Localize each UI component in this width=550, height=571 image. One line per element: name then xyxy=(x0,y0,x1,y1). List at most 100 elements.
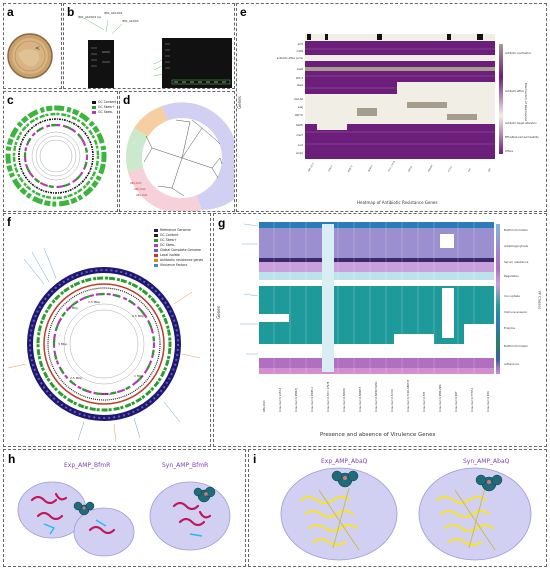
panel-b-label: b xyxy=(67,5,75,19)
svg-text:KPC-3: KPC-3 xyxy=(296,77,304,80)
heatmap-g-columns: ABK-1013 A.baumannii 1656-2 A.baumannii … xyxy=(259,376,494,416)
phylogenetic-tree: ABK-1013 ABK-1012 ABK-1011 xyxy=(125,102,234,211)
panel-h-label: h xyxy=(8,452,16,466)
legend-gc-skew-neg: GC Skew- xyxy=(92,110,113,114)
vf-class-3: Regulation xyxy=(504,274,519,278)
legend-f-7: Virulence Factors xyxy=(154,263,187,267)
column-label: A.baumannii ZW85-1 xyxy=(311,386,314,412)
exp-abaq-title: Exp_AMP_AbaQ xyxy=(321,458,368,465)
panel-i-label: i xyxy=(253,452,257,466)
virulence-heatmap xyxy=(240,222,500,374)
panel-e: e Genes acrB mdtN antibiotic efflux pump a… xyxy=(236,3,547,212)
panel-f: f Reference Genome GC Content GC Skew+ G… xyxy=(3,213,211,447)
column-label: A.baumannii 1656-2 xyxy=(279,387,282,412)
svg-text:MDR-TJ: MDR-TJ xyxy=(348,165,353,172)
column-label: A.baumannii AB030 xyxy=(343,388,346,412)
svg-text:adeR: adeR xyxy=(297,68,303,71)
legend-f-1: GC Content xyxy=(154,233,178,237)
circular-genome-map-c xyxy=(5,105,107,207)
resistance-heatmap: acrB mdtN antibiotic efflux pump adeR KPC-3… xyxy=(277,34,503,173)
svg-text:acrB: acrB xyxy=(298,43,304,46)
svg-text:ZW85-1: ZW85-1 xyxy=(368,164,374,172)
panel-f-label: f xyxy=(7,215,11,229)
scale-label-1: 0.5 Mbp xyxy=(132,314,145,318)
legend-f-5: Local Isolate xyxy=(154,253,180,257)
column-label: A.baumannii AYE xyxy=(423,391,426,412)
circular-genome-map-f xyxy=(7,247,201,443)
svg-text:ATCC 17978: ATCC 17978 xyxy=(387,160,396,173)
scale-label-6: 3.5 Mbp xyxy=(88,300,101,304)
vf-class-4: Iron uptake xyxy=(504,294,520,298)
vf-class-1: Antiphagocytosis xyxy=(504,244,529,248)
svg-text:<: < xyxy=(35,45,40,52)
column-label: A.baumannii MDR-TJ xyxy=(295,387,298,412)
heatmap-e-category-0: Antibiotic inactivation xyxy=(505,52,532,55)
svg-text:mexT: mexT xyxy=(296,134,303,137)
svg-text:ANT(3): ANT(3) xyxy=(295,114,303,117)
molecular-structure-abaq xyxy=(280,467,532,561)
exp-bfmr-title: Exp_AMP_BfmR xyxy=(64,462,111,469)
heatmap-e-category-4: Others xyxy=(505,150,514,153)
gel-bands-right xyxy=(153,43,231,85)
scale-label-5: 3 Mbp xyxy=(58,342,68,346)
gel-bands-left: IMS_Ab0001 bp IMS_Ab1002 IMS_Ab003 xyxy=(78,11,139,67)
molecular-structure-bfmr xyxy=(17,481,231,557)
legend-f-0: Reference Genome xyxy=(154,228,191,232)
svg-text:mdtN: mdtN xyxy=(296,50,303,53)
heatmap-g-xlabel: Presence and absence of Virulence Genes xyxy=(320,432,436,438)
panel-d-label: d xyxy=(123,93,131,107)
svg-text:ACICU: ACICU xyxy=(447,165,453,172)
panel-d: d ABK-1013 ABK-1012 ABK-1011 xyxy=(119,91,235,212)
column-label: A.baumannii AB307-0294 xyxy=(375,381,378,412)
panel-c: c GC Content GC Skew+ GC Skew- xyxy=(3,91,118,212)
syn-bfmr-title: Syn_AMP_BfmR xyxy=(162,462,209,469)
column-label: A.baumannii TYTH-1 xyxy=(471,387,474,412)
gel-image-right xyxy=(162,38,232,88)
legend-f-6: Antibiotic resistance genes xyxy=(154,258,203,262)
column-label: A.baumannii SDF xyxy=(455,391,458,413)
legend-f-3: GC Skew- xyxy=(154,243,175,247)
vf-class-0: Biofilm formation xyxy=(504,228,529,232)
column-label: ABK-1013 xyxy=(263,400,266,412)
svg-text:AYE: AYE xyxy=(467,167,472,172)
svg-text:AB0057: AB0057 xyxy=(427,164,434,173)
panel-g-label: g xyxy=(218,216,226,230)
svg-text:ABK-1012: ABK-1012 xyxy=(134,188,146,191)
svg-text:IMS_Ab0001 bp: IMS_Ab0001 bp xyxy=(78,15,101,19)
vf-classes-label: VF Classes xyxy=(537,290,542,310)
legend-f-2: GC Skew+ xyxy=(154,238,177,242)
scale-label-4: 2.5 Mbp xyxy=(70,376,83,380)
legend-gc-content: GC Content xyxy=(92,100,116,104)
panel-i: i Exp_AMP_AbaQ Syn_AMP_AbaQ xyxy=(248,449,547,567)
vf-class-5: Immune evasion xyxy=(504,310,528,314)
vf-class-7: Biofilm formation xyxy=(504,344,529,348)
heatmap-e-xlabel: Heatmap of Antibiotic Resistance Genes xyxy=(357,200,438,205)
panel-e-label: e xyxy=(240,5,247,19)
svg-text:SDF: SDF xyxy=(488,167,492,172)
petri-dish-photo: < xyxy=(7,33,53,79)
panel-g: g Genes xyxy=(213,213,547,447)
svg-text:1656-2: 1656-2 xyxy=(328,165,334,173)
svg-text:ABK-1011: ABK-1011 xyxy=(136,194,148,197)
column-label: A.baumannii TCDC-AB0715 xyxy=(407,379,410,412)
legend-gc-skew-pos: GC Skew+ xyxy=(92,105,115,109)
heatmap-e-category-2: Antibiotic target alteration xyxy=(505,122,537,125)
svg-text:ABK-1013: ABK-1013 xyxy=(130,182,142,185)
vf-class-8: Adherence xyxy=(504,362,519,366)
scale-label-3: 2 Mbp xyxy=(102,392,112,396)
column-label: A.baumannii D36 xyxy=(487,391,490,412)
svg-text:IMS_Ab1002: IMS_Ab1002 xyxy=(104,11,123,15)
panel-h: h Exp_AMP_BfmR Syn_AMP_BfmR xyxy=(3,449,246,567)
svg-text:abeS: abeS xyxy=(297,84,303,87)
scale-label-2: 1 Mbp xyxy=(134,374,144,378)
column-label: A.baumannii MDR-ZJ06 xyxy=(439,384,442,412)
vf-class-2: Serum resistance xyxy=(504,260,529,264)
syn-abaq-title: Syn_AMP_AbaQ xyxy=(463,458,510,465)
legend-f-4: Global Complete Genome xyxy=(154,248,201,252)
heatmap-e-category-3: Efflux/Reduced permeability xyxy=(505,136,539,139)
panel-c-label: c xyxy=(7,93,14,107)
column-label: A.baumannii ACICU xyxy=(391,388,394,412)
panel-a-label: a xyxy=(7,5,14,19)
svg-text:adeJ: adeJ xyxy=(298,106,303,109)
svg-text:sul1: sul1 xyxy=(298,144,303,147)
